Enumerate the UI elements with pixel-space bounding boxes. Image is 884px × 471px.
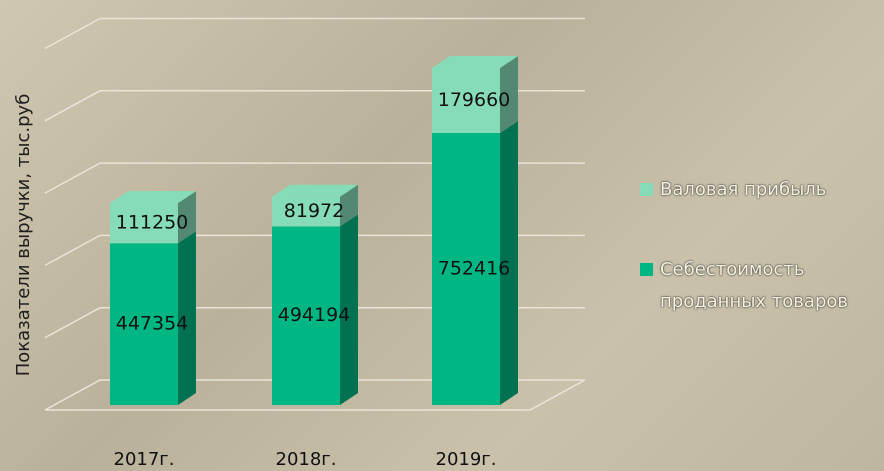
bar-face xyxy=(272,226,340,405)
data-label: 111250 xyxy=(116,212,189,234)
grid-line xyxy=(44,234,585,267)
data-label: 179660 xyxy=(438,89,511,111)
bar-face xyxy=(272,184,358,197)
bar-face xyxy=(340,214,358,405)
grid-line xyxy=(44,162,585,194)
legend-swatch xyxy=(640,183,653,196)
bar-face xyxy=(500,56,518,134)
bar-face xyxy=(272,196,340,227)
x-tick-label: 2019г. xyxy=(436,449,497,470)
bar-segment xyxy=(272,184,358,227)
bar-face xyxy=(340,184,358,227)
data-label: 81972 xyxy=(284,200,344,222)
data-label: 447354 xyxy=(116,313,189,335)
legend-swatch xyxy=(640,263,653,276)
grid-line xyxy=(44,17,585,50)
x-tick-label: 2018г. xyxy=(276,449,337,470)
bar-face xyxy=(432,56,518,69)
legend-label: Себестоимость проданных товаров xyxy=(660,259,848,312)
bar-face xyxy=(178,231,196,405)
bar-segment xyxy=(272,214,358,405)
bar-face xyxy=(432,133,500,405)
grid-line xyxy=(44,379,586,411)
data-label: 494194 xyxy=(278,304,351,326)
bar-face xyxy=(432,68,500,134)
grid-line xyxy=(44,90,585,122)
bar-face xyxy=(110,243,178,405)
legend-label: Валовая прибыль xyxy=(660,179,827,200)
bar-segment xyxy=(110,231,196,405)
bar-face xyxy=(110,203,178,244)
data-label: 752416 xyxy=(438,258,511,280)
bar-segment xyxy=(432,121,518,405)
bar-segment xyxy=(432,56,518,134)
bar-face xyxy=(110,191,196,204)
y-axis-label: Показатели выручки, тыс.руб xyxy=(13,94,34,377)
grid-line xyxy=(44,306,585,339)
bar-face xyxy=(500,121,518,405)
bar-face xyxy=(178,191,196,244)
bar-segment xyxy=(110,191,196,244)
x-tick-label: 2017г. xyxy=(114,449,175,470)
